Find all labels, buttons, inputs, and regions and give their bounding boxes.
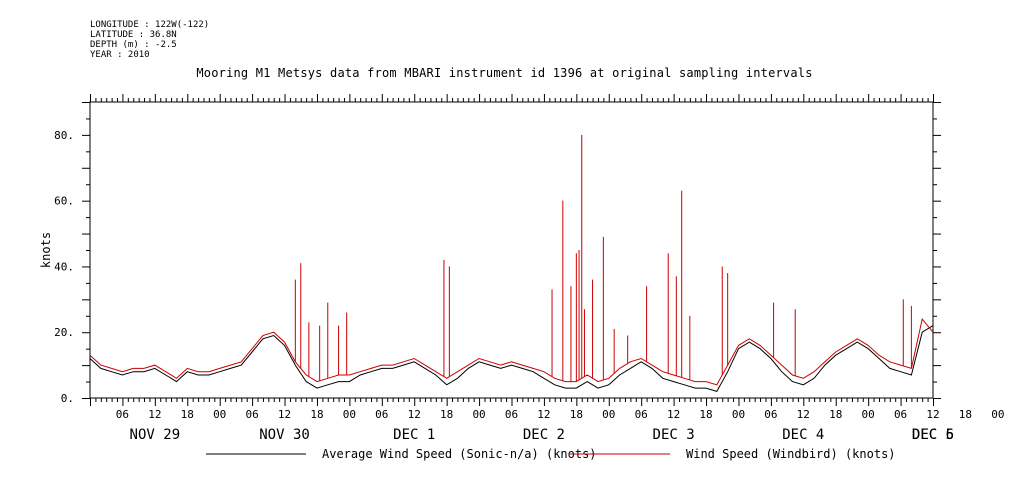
y-tick-label: 60.: [54, 195, 74, 208]
x-hour-label: 00: [732, 408, 745, 421]
x-hour-label: 18: [829, 408, 842, 421]
series-average-wind-speed: [89, 325, 934, 392]
x-hour-label: 06: [375, 408, 388, 421]
x-day-label: DEC 5: [912, 427, 954, 443]
x-hour-label: 18: [959, 408, 972, 421]
x-hour-label: 12: [278, 408, 291, 421]
meta-year: YEAR : 2010: [90, 50, 150, 60]
x-day-label: DEC 2: [523, 427, 565, 443]
line-windbird: [89, 317, 934, 386]
x-hour-label: 00: [213, 408, 226, 421]
plot-axes: 0. 20. 40. 60. 80. knots 06 12 18 00 06 12 18 00 06 12 1…: [39, 94, 1004, 443]
x-hour-label: 00: [862, 408, 875, 421]
x-hour-label: 00: [343, 408, 356, 421]
series-windbird: [89, 134, 934, 386]
x-hour-label: 18: [570, 408, 583, 421]
x-day-label: NOV 30: [259, 427, 310, 443]
x-hour-label: 06: [894, 408, 907, 421]
x-day-label: DEC 6: [912, 427, 954, 443]
meta-longitude: LONGITUDE : 122W(-122): [90, 20, 210, 30]
x-hour-label: 12: [148, 408, 161, 421]
metadata-block: LONGITUDE : 122W(-122) LATITUDE : 36.8N …: [90, 20, 209, 60]
y-tick-label: 0.: [61, 392, 74, 405]
x-day-label: DEC 4: [782, 427, 824, 443]
plot-frame: [89, 101, 934, 399]
x-day-label: DEC 3: [653, 427, 695, 443]
y-axis-label: knots: [39, 232, 53, 268]
x-hour-label: 00: [472, 408, 485, 421]
x-hour-label: 12: [926, 408, 939, 421]
y-tick-label: 20.: [54, 326, 74, 339]
x-day-label: DEC 1: [393, 427, 435, 443]
x-hour-label: 18: [440, 408, 453, 421]
legend-label-average: Average Wind Speed (Sonic-n/a) (knots): [322, 447, 597, 461]
x-hour-label: 00: [602, 408, 615, 421]
line-average-wind-speed: [89, 325, 934, 392]
x-day-label: NOV 29: [130, 427, 181, 443]
y-tick-label: 40.: [54, 260, 74, 273]
x-hour-label: 06: [505, 408, 518, 421]
x-hour-label: 06: [116, 408, 129, 421]
x-hour-label: 06: [245, 408, 258, 421]
x-hour-label: 12: [797, 408, 810, 421]
x-hour-label: 12: [667, 408, 680, 421]
x-hour-label: 06: [764, 408, 777, 421]
x-hour-label: 12: [408, 408, 421, 421]
meta-depth: DEPTH (m) : -2.5: [90, 40, 177, 50]
legend-label-windbird: Wind Speed (Windbird) (knots): [686, 447, 896, 461]
chart-title: Mooring M1 Metsys data from MBARI instru…: [196, 66, 813, 80]
meta-latitude: LATITUDE : 36.8N: [90, 30, 177, 40]
x-hour-label: 18: [699, 408, 712, 421]
x-hour-label: 12: [537, 408, 550, 421]
x-hour-label: 00: [991, 408, 1004, 421]
legend: Average Wind Speed (Sonic-n/a) (knots) Wi…: [206, 447, 896, 461]
x-hour-label: 06: [635, 408, 648, 421]
y-tick-label: 80.: [54, 129, 74, 142]
x-hour-label: 18: [310, 408, 323, 421]
x-hour-label: 18: [181, 408, 194, 421]
